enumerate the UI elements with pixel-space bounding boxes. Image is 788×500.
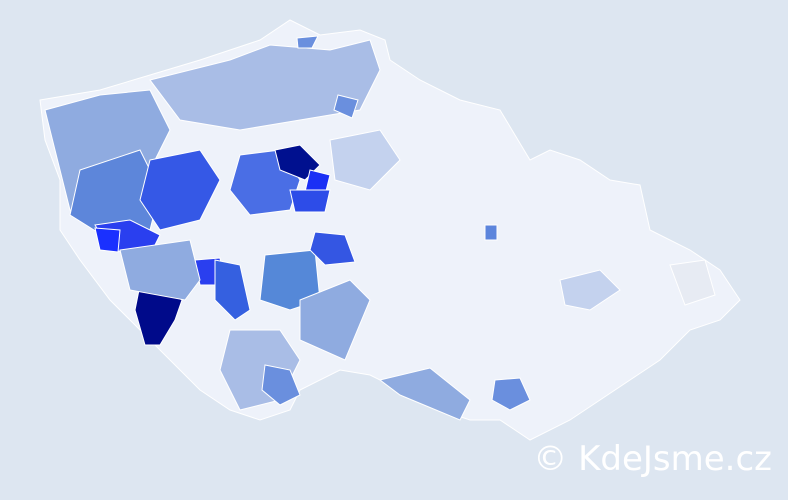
region (299, 279, 371, 361)
country (39, 19, 741, 441)
watermark: © KdeJsme.cz (533, 439, 772, 479)
region (491, 377, 531, 411)
region (289, 189, 331, 213)
region (261, 364, 301, 406)
region (139, 149, 221, 231)
region (329, 129, 401, 191)
region (333, 94, 359, 119)
region (296, 35, 319, 49)
region (669, 259, 716, 306)
region (378, 367, 471, 421)
region (149, 39, 381, 131)
region (559, 269, 621, 311)
region (484, 224, 498, 241)
region (309, 231, 356, 266)
region (214, 259, 251, 321)
region (119, 239, 201, 301)
region (94, 227, 121, 253)
